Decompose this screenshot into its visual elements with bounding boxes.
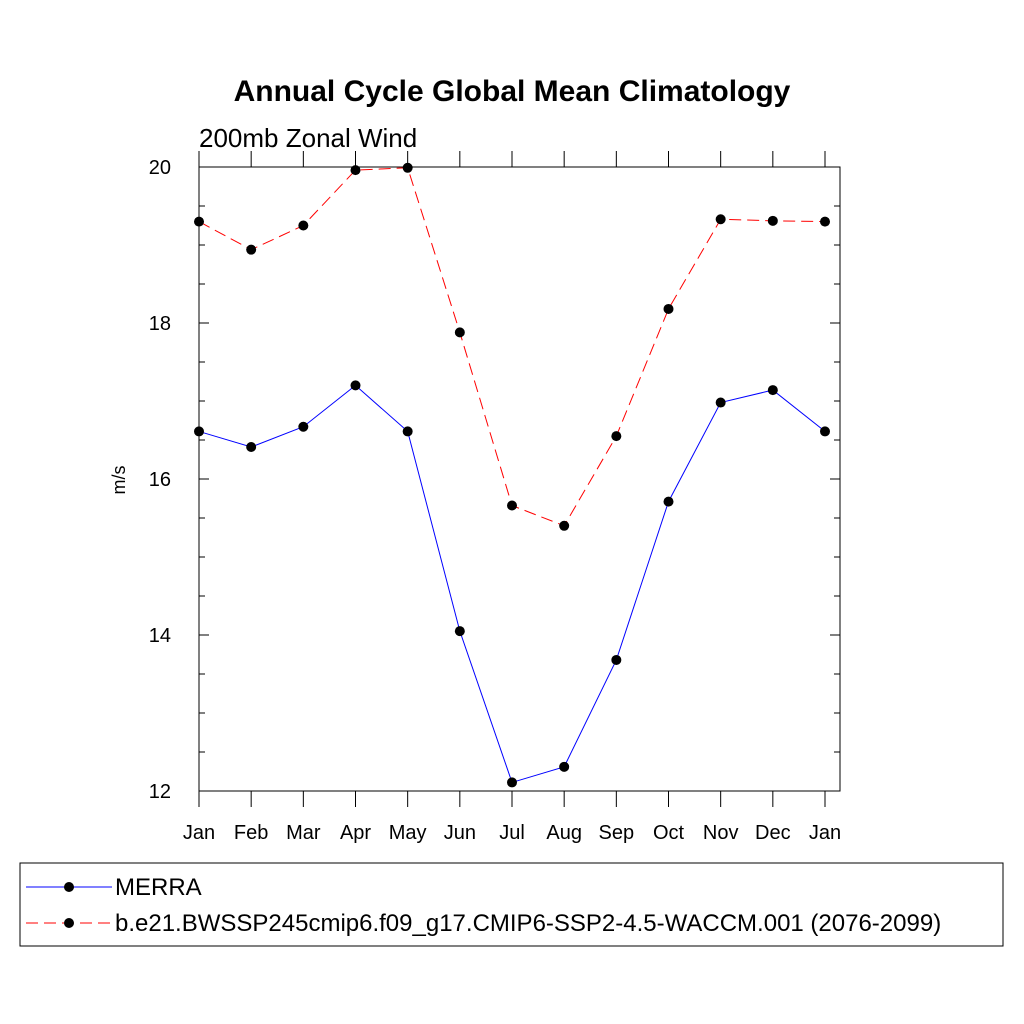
- data-point: [663, 303, 674, 314]
- series-line-1: [198, 167, 826, 527]
- data-point: [663, 496, 674, 507]
- data-point: [298, 220, 309, 231]
- y-tick-label: 12: [149, 781, 171, 803]
- legend-marker-1: [64, 918, 74, 928]
- data-point: [246, 442, 257, 453]
- x-tick-label: Apr: [340, 822, 371, 844]
- series-layer: [194, 162, 830, 788]
- data-point: [611, 654, 622, 665]
- x-tick-label: Sep: [599, 822, 635, 844]
- data-point: [194, 426, 204, 437]
- x-tick-label: Jul: [499, 822, 525, 844]
- x-tick-label: Feb: [234, 822, 268, 844]
- series-line-0: [198, 384, 826, 784]
- data-point: [402, 426, 413, 437]
- axes-layer: 12 14 16 18 20 Jan Feb Mar Apr May Jun Jul Aug Sep Oct…: [149, 151, 841, 844]
- data-point: [454, 626, 465, 637]
- data-point: [454, 327, 465, 338]
- legend: MERRA b.e21.BWSSP245cmip6.f09_g17.CMIP6-S…: [26, 874, 941, 937]
- x-tick-label: Dec: [755, 822, 791, 844]
- x-tick-label: Jan: [809, 822, 841, 844]
- data-point: [246, 244, 257, 255]
- y-axis-label: m/s: [109, 466, 129, 495]
- x-tick-label: Oct: [653, 822, 685, 844]
- legend-label-1: b.e21.BWSSP245cmip6.f09_g17.CMIP6-SSP2-4…: [115, 910, 941, 937]
- x-tick-label: Nov: [703, 822, 739, 844]
- data-point: [559, 520, 570, 531]
- data-point: [820, 426, 830, 437]
- data-point: [559, 761, 570, 772]
- data-point: [507, 500, 517, 511]
- chart-subtitle: 200mb Zonal Wind: [199, 123, 417, 153]
- data-point: [507, 777, 517, 788]
- data-point: [611, 431, 622, 442]
- y-tick-label: 14: [149, 625, 171, 647]
- legend-label-0: MERRA: [115, 874, 202, 901]
- y-tick-label: 18: [149, 313, 171, 335]
- y-tick-label: 16: [149, 469, 171, 491]
- data-point: [350, 380, 361, 391]
- data-point: [820, 216, 830, 227]
- x-tick-label: May: [389, 822, 427, 844]
- x-tick-label: Mar: [286, 822, 321, 844]
- data-point: [715, 214, 726, 225]
- legend-marker-0: [64, 882, 74, 892]
- data-point: [194, 216, 204, 227]
- data-point: [767, 385, 778, 396]
- legend-box: [19, 862, 1004, 947]
- plot-frame: [198, 166, 841, 792]
- data-point: [402, 162, 413, 173]
- data-point: [350, 165, 361, 176]
- data-point: [767, 215, 778, 226]
- y-tick-label: 20: [149, 157, 171, 179]
- x-tick-label: Jan: [183, 822, 215, 844]
- x-tick-label: Aug: [546, 822, 582, 844]
- chart-title: Annual Cycle Global Mean Climatology: [234, 75, 791, 108]
- data-point: [298, 421, 309, 432]
- data-point: [715, 397, 726, 408]
- x-tick-label: Jun: [444, 822, 476, 844]
